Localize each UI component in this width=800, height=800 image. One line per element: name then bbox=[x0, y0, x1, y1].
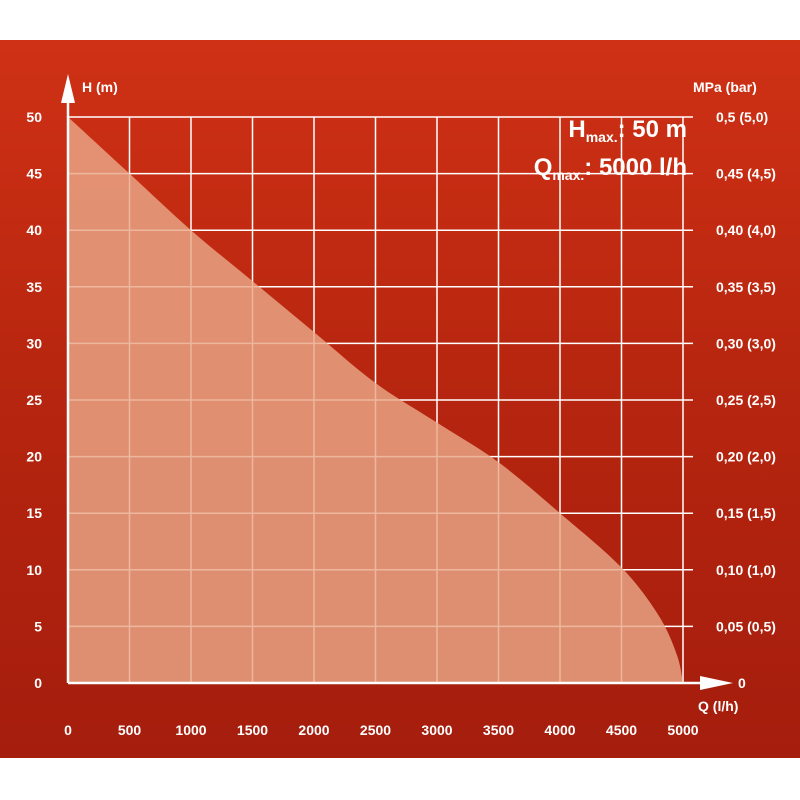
x-tick-label-5: 2500 bbox=[360, 722, 391, 738]
y2-tick-label-9: 0,45 (4,5) bbox=[716, 166, 776, 182]
x-tick-label-8: 4000 bbox=[544, 722, 575, 738]
y2-tick-label-5: 0,25 (2,5) bbox=[716, 392, 776, 408]
x-tick-label-6: 3000 bbox=[421, 722, 452, 738]
y-tick-label-7: 35 bbox=[26, 279, 42, 295]
y-axis-arrow bbox=[61, 74, 75, 103]
y2-tick-label-1: 0,05 (0,5) bbox=[716, 618, 776, 634]
y-tick-label-10: 50 bbox=[26, 109, 42, 125]
y-tick-label-6: 30 bbox=[26, 335, 42, 351]
y2-tick-label-4: 0,20 (2,0) bbox=[716, 449, 776, 465]
y2-tick-label-6: 0,30 (3,0) bbox=[716, 335, 776, 351]
x-axis-arrow bbox=[700, 676, 733, 690]
y2-tick-label-7: 0,35 (3,5) bbox=[716, 279, 776, 295]
y2-tick-label-0: 0 bbox=[738, 675, 746, 691]
y2-tick-label-10: 0,5 (5,0) bbox=[716, 109, 768, 125]
x-tick-label-2: 1000 bbox=[175, 722, 206, 738]
y2-axis-title: MPa (bar) bbox=[693, 79, 757, 95]
x-tick-label-3: 1500 bbox=[237, 722, 268, 738]
x-tick-label-7: 3500 bbox=[483, 722, 514, 738]
hmax-annotation: Hmax.: 50 m bbox=[568, 116, 687, 145]
y-axis-title: H (m) bbox=[82, 79, 118, 95]
x-tick-label-10: 5000 bbox=[667, 722, 698, 738]
y-tick-labels: 0 5 10 15 20 25 30 35 40 45 50 bbox=[26, 109, 42, 691]
axes bbox=[61, 74, 733, 690]
x-tick-label-1: 500 bbox=[118, 722, 142, 738]
y2-tick-labels: 0 0,05 (0,5) 0,10 (1,0) 0,15 (1,5) 0,20 (2,0… bbox=[716, 109, 776, 691]
y-tick-label-3: 15 bbox=[26, 505, 42, 521]
performance-area bbox=[68, 117, 683, 683]
y-tick-label-1: 5 bbox=[34, 618, 42, 634]
x-tick-labels: 0 500 1000 1500 2000 2500 3000 3500 4000 4500 5000 bbox=[64, 722, 699, 738]
x-tick-label-0: 0 bbox=[64, 722, 72, 738]
x-tick-label-9: 4500 bbox=[606, 722, 637, 738]
y-tick-label-2: 10 bbox=[26, 562, 42, 578]
y-tick-label-5: 25 bbox=[26, 392, 42, 408]
y2-tick-label-2: 0,10 (1,0) bbox=[716, 562, 776, 578]
y-tick-label-8: 40 bbox=[26, 222, 42, 238]
y2-tick-label-8: 0,40 (4,0) bbox=[716, 222, 776, 238]
qmax-annotation: Qmax.: 5000 l/h bbox=[534, 154, 687, 183]
y2-tick-label-3: 0,15 (1,5) bbox=[716, 505, 776, 521]
x-axis-title: Q (l/h) bbox=[698, 698, 738, 714]
y-tick-label-0: 0 bbox=[34, 675, 42, 691]
y-tick-label-9: 45 bbox=[26, 166, 42, 182]
x-tick-label-4: 2000 bbox=[298, 722, 329, 738]
y-tick-label-4: 20 bbox=[26, 449, 42, 465]
